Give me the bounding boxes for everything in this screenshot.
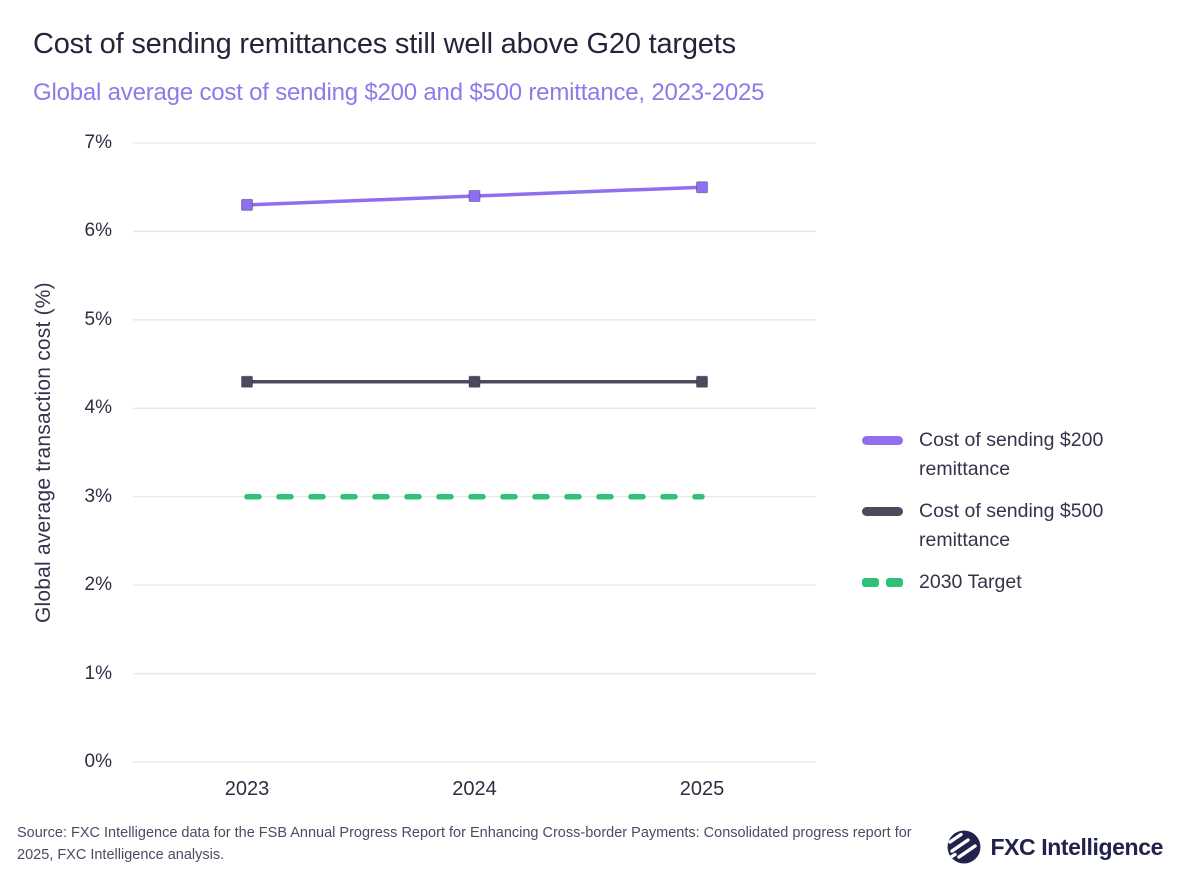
y-tick-label: 6%	[84, 220, 112, 242]
x-tick-label: 2024	[452, 778, 497, 800]
data-point-marker	[241, 198, 253, 211]
legend-item-2: 2030 Target	[862, 568, 1162, 597]
legend-label: Cost of sending $500 remittance	[919, 500, 1104, 551]
data-point-marker	[696, 375, 708, 388]
fxc-logo-text: FXC Intelligence	[990, 833, 1163, 860]
legend-swatch	[862, 436, 903, 445]
legend-item-0: Cost of sending $200 remittance	[862, 426, 1162, 484]
data-point-marker	[241, 375, 253, 388]
chart-title: Cost of sending remittances still well a…	[33, 28, 736, 60]
data-point-marker	[696, 181, 708, 194]
legend: Cost of sending $200 remittance Cost of s…	[862, 426, 1162, 597]
legend-label: 2030 Target	[919, 571, 1022, 593]
y-tick-label: 1%	[84, 662, 112, 684]
y-tick-label: 4%	[84, 397, 112, 419]
data-point-marker	[468, 190, 481, 203]
source-note: Source: FXC Intelligence data for the FS…	[17, 825, 912, 863]
y-tick-label: 3%	[84, 485, 112, 507]
y-tick-label: 5%	[84, 308, 112, 330]
fxc-logo: FXC Intelligence	[947, 830, 1163, 864]
y-tick-label: 2%	[84, 574, 112, 596]
legend-swatch	[862, 578, 903, 587]
legend-label: Cost of sending $200 remittance	[919, 429, 1104, 480]
legend-swatch	[862, 507, 903, 516]
y-tick-label: 7%	[84, 132, 112, 153]
data-point-marker	[468, 375, 481, 388]
x-tick-label: 2025	[679, 778, 725, 800]
x-tick-label: 2023	[224, 778, 270, 800]
fxc-logo-icon	[947, 830, 981, 864]
y-tick-label: 0%	[84, 751, 112, 772]
chart-subtitle: Global average cost of sending $200 and …	[33, 79, 765, 106]
legend-item-1: Cost of sending $500 remittance	[862, 497, 1162, 555]
